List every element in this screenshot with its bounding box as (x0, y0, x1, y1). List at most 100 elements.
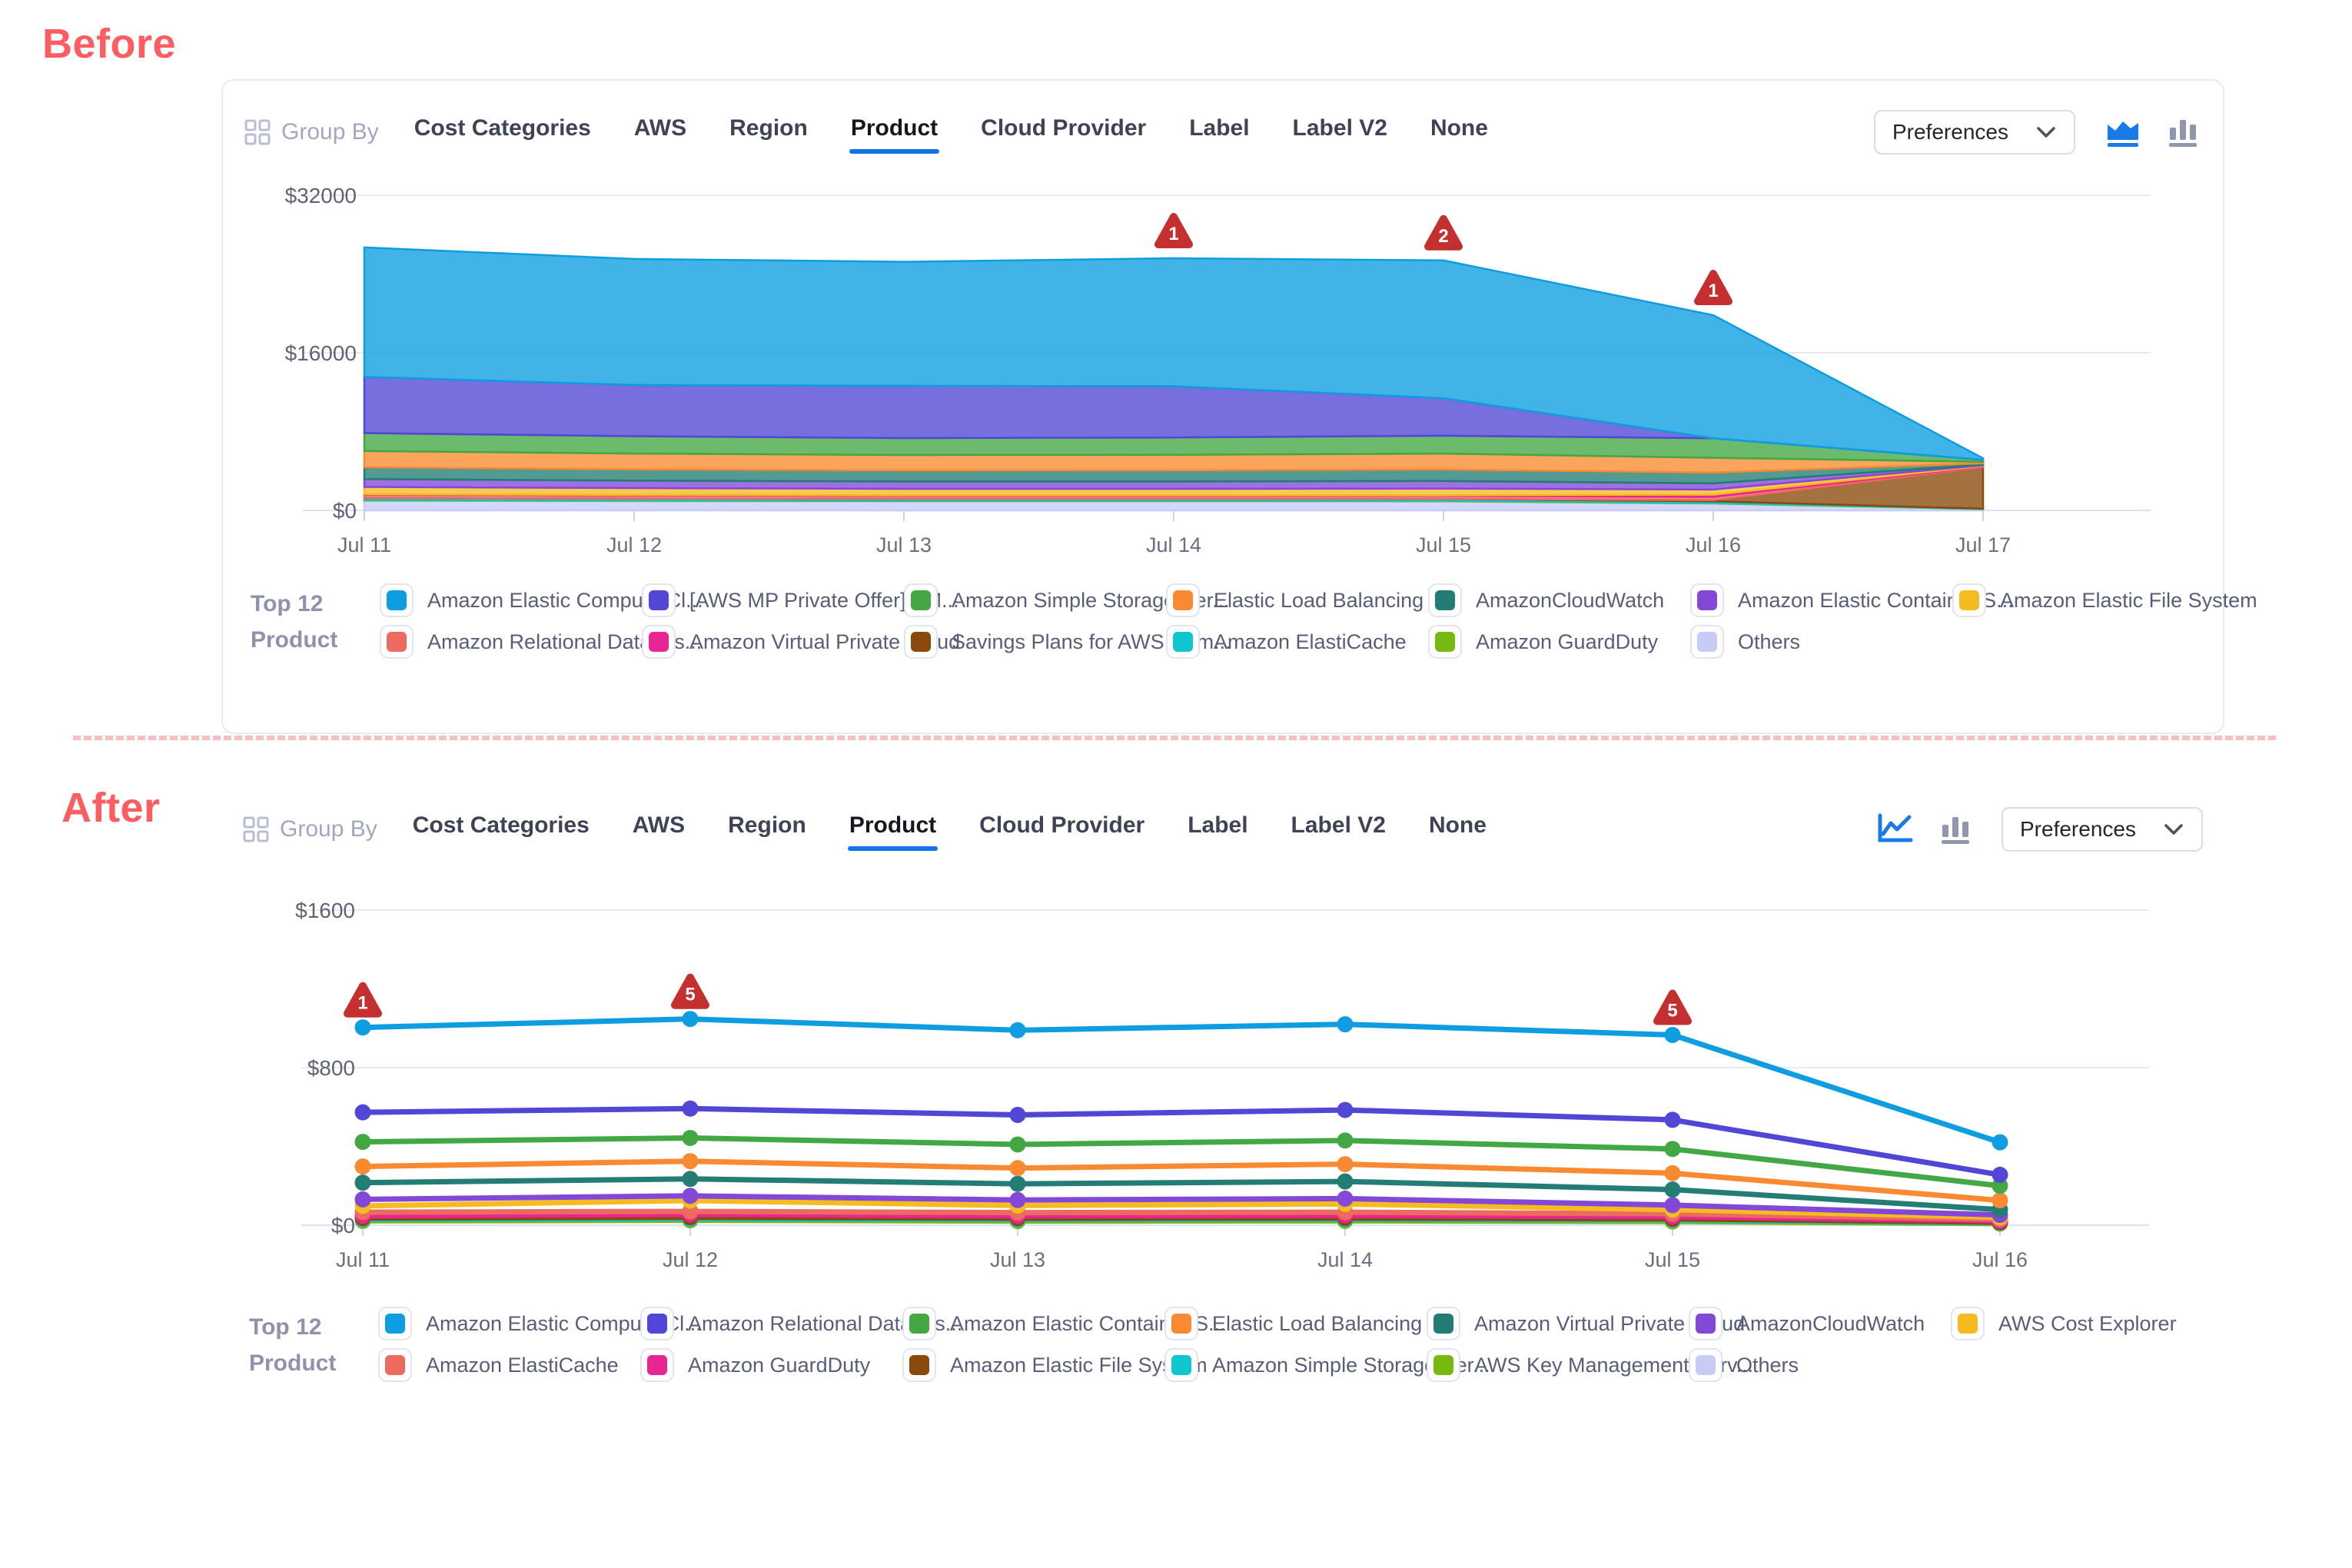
legend-swatch (1689, 1307, 1722, 1340)
line-chart-toggle[interactable] (1874, 809, 1917, 849)
legend-title-count: Top 12 (249, 1314, 322, 1340)
group-by-tab[interactable]: Region (726, 808, 808, 851)
before-panel: Group By Cost Categories AWS Region Product… (221, 79, 2257, 734)
legend-item[interactable]: Amazon Simple Storage Ser... (1164, 1348, 1490, 1382)
svg-text:5: 5 (685, 985, 695, 1005)
anomaly-badge[interactable]: 2 (1424, 214, 1463, 251)
svg-text:Jul 15: Jul 15 (1645, 1248, 1700, 1271)
group-by-tab[interactable]: None (1427, 808, 1488, 851)
legend-item[interactable]: Others (1690, 625, 1952, 659)
anomaly-badge[interactable]: 1 (1154, 213, 1193, 248)
legend-item[interactable]: Amazon Elastic File System (902, 1348, 1208, 1382)
group-by-tab[interactable]: Label V2 (1290, 808, 1387, 851)
legend-swatch (1427, 1307, 1460, 1340)
svg-text:$0: $0 (331, 1214, 355, 1237)
legend-item[interactable]: Others (1689, 1348, 1951, 1382)
legend-item[interactable]: Amazon Elastic Container S... (902, 1307, 1226, 1340)
svg-text:$32000: $32000 (285, 184, 357, 208)
legend-item[interactable]: Amazon ElastiCache (378, 1348, 640, 1382)
svg-text:2: 2 (1438, 226, 1448, 247)
legend-row: Amazon Relational Databas... Amazon Virt… (380, 625, 2214, 659)
svg-text:Jul 16: Jul 16 (1686, 533, 1741, 556)
group-by-tab[interactable]: AWS (633, 111, 688, 154)
group-by-label: Group By (280, 816, 377, 842)
legend-swatch (380, 583, 414, 617)
before-panel-header: Group By Cost Categories AWS Region Product… (244, 104, 2201, 161)
group-by-tab[interactable]: Product (847, 808, 938, 851)
after-line-chart: $0 $800 $1600 Jul 11 Jul 12 Jul 13 Jul 14 Jul 1… (295, 899, 2149, 1271)
before-section-label: Before (42, 21, 177, 67)
legend-item[interactable]: [AWS MP Private Offer] - M... (642, 583, 959, 617)
legend-item[interactable]: Amazon Elastic Compute Cl... (380, 583, 703, 617)
legend-swatch (642, 583, 676, 617)
before-legend: Top 12 Product Amazon Elastic Compute Cl… (244, 583, 2257, 659)
svg-text:1: 1 (1708, 281, 1718, 301)
legend-swatch (1690, 583, 1724, 617)
preferences-label: Preferences (2020, 817, 2136, 841)
preferences-dropdown[interactable]: Preferences (1874, 110, 2075, 154)
preferences-dropdown[interactable]: Preferences (2002, 807, 2203, 852)
svg-text:Jul 17: Jul 17 (1955, 533, 2011, 556)
legend-item[interactable]: Amazon GuardDuty (640, 1348, 902, 1382)
group-by-label: Group By (281, 119, 379, 145)
anomaly-badge[interactable]: 5 (671, 973, 709, 1009)
group-by-tab[interactable]: Cloud Provider (978, 808, 1146, 851)
bar-chart-toggle[interactable] (1937, 809, 1974, 849)
legend-swatch (1951, 1307, 1985, 1340)
bar-chart-icon (1942, 817, 1969, 844)
svg-text:Jul 15: Jul 15 (1416, 533, 1471, 556)
group-by-grid-icon (243, 816, 269, 842)
legend-row: Amazon ElastiCache Amazon GuardDuty Amaz… (378, 1348, 2213, 1382)
legend-item[interactable]: Amazon Elastic Compute Cl... (378, 1307, 702, 1340)
svg-text:1: 1 (1168, 224, 1178, 244)
legend-item[interactable]: Amazon Simple Storage Ser... (904, 583, 1230, 617)
legend-item[interactable]: Amazon Relational Databas... (380, 625, 702, 659)
svg-text:Jul 12: Jul 12 (663, 1248, 718, 1271)
chevron-down-icon (2164, 824, 2183, 835)
legend-item[interactable]: Amazon Elastic File System (1952, 583, 2257, 617)
group-by-tab[interactable]: Cost Categories (411, 808, 591, 851)
legend-item[interactable]: AmazonCloudWatch (1689, 1307, 1951, 1340)
legend-item[interactable]: Amazon Virtual Private Cloud (642, 625, 960, 659)
legend-swatch (380, 625, 414, 659)
group-by-tab[interactable]: Label (1188, 111, 1251, 154)
svg-text:5: 5 (1667, 1000, 1677, 1021)
group-by-tab[interactable]: Label (1186, 808, 1249, 851)
legend-item[interactable]: Elastic Load Balancing (1166, 583, 1428, 617)
legend-item[interactable]: AWS Key Management Serv... (1427, 1348, 1753, 1382)
legend-row: Amazon Elastic Compute Cl... Amazon Rela… (378, 1307, 2213, 1340)
legend-swatch (1427, 1348, 1460, 1382)
after-panel-header: Group By Cost Categories AWS Region Product… (243, 801, 2203, 858)
legend-swatch (1428, 625, 1462, 659)
group-by-tab[interactable]: Region (728, 111, 809, 154)
anomaly-badge[interactable]: 1 (344, 982, 382, 1018)
group-by-tab[interactable]: Product (849, 111, 940, 154)
legend-item[interactable]: AmazonCloudWatch (1428, 583, 1690, 617)
group-by: Group By (243, 816, 377, 842)
group-by-tab[interactable]: Label V2 (1291, 111, 1389, 154)
legend-item[interactable]: Amazon Elastic Container S... (1690, 583, 2014, 617)
legend-swatch (640, 1348, 674, 1382)
legend-title-group: Product (249, 1350, 337, 1376)
legend-item[interactable]: Amazon Virtual Private Cloud (1427, 1307, 1745, 1340)
legend-item[interactable]: AWS Cost Explorer (1951, 1307, 2213, 1340)
legend-item[interactable]: Amazon ElastiCache (1166, 625, 1428, 659)
group-by-tab[interactable]: Cost Categories (413, 111, 593, 154)
anomaly-badge[interactable]: 5 (1653, 989, 1692, 1025)
legend-swatch (904, 625, 938, 659)
legend-item[interactable]: Amazon Relational Databas... (640, 1307, 962, 1340)
group-by-tab[interactable]: None (1429, 111, 1490, 154)
group-by-tab[interactable]: Cloud Provider (979, 111, 1148, 154)
legend-swatch (1166, 625, 1200, 659)
anomaly-badge[interactable]: 1 (1694, 270, 1732, 306)
area-chart-toggle[interactable] (2101, 112, 2144, 152)
legend-item[interactable]: Elastic Load Balancing (1164, 1307, 1427, 1340)
legend-item[interactable]: Savings Plans for AWS Com... (904, 625, 1231, 659)
svg-text:$0: $0 (333, 499, 357, 523)
legend-swatch (378, 1307, 412, 1340)
group-by-tab[interactable]: AWS (631, 808, 686, 851)
svg-text:Jul 12: Jul 12 (606, 533, 662, 556)
bar-chart-toggle[interactable] (2164, 112, 2201, 152)
legend-item[interactable]: Amazon GuardDuty (1428, 625, 1690, 659)
